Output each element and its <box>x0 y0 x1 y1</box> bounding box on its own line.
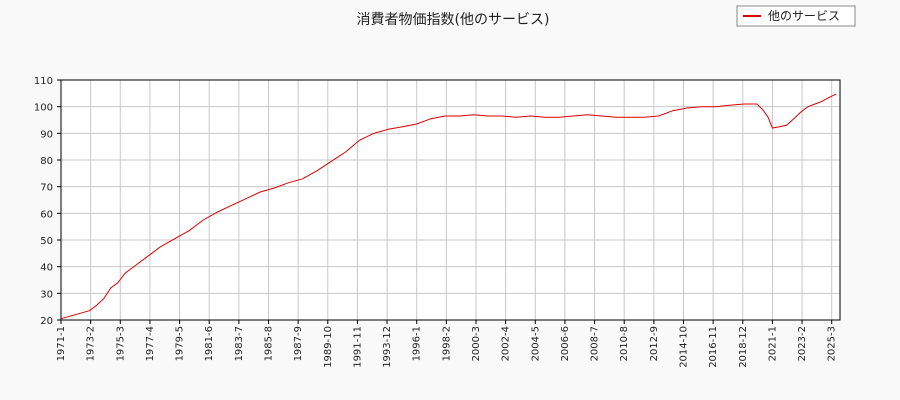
x-tick-label: 2014-10 <box>678 326 689 368</box>
y-tick-label: 30 <box>40 289 53 300</box>
x-tick-label: 1973-2 <box>86 326 97 361</box>
x-tick-label: 2012-9 <box>649 326 660 361</box>
y-tick-label: 60 <box>40 209 53 220</box>
x-tick-label: 1989-10 <box>323 326 334 368</box>
x-tick-label: 1985-8 <box>263 326 274 361</box>
chart-title: 消費者物価指数(他のサービス) <box>357 12 550 28</box>
y-tick-label: 20 <box>40 316 53 327</box>
x-tick-label: 1993-12 <box>382 326 393 368</box>
y-tick-label: 110 <box>34 76 53 87</box>
x-tick-label: 2004-5 <box>530 326 541 361</box>
series-line-other-services <box>60 93 837 320</box>
x-tick-label: 1996-1 <box>412 326 423 361</box>
legend: 他のサービス <box>736 5 856 27</box>
x-tick-label: 1998-2 <box>441 326 452 361</box>
legend-label: 他のサービス <box>768 9 840 23</box>
plot-frame <box>60 79 841 321</box>
plot-background <box>61 80 840 320</box>
x-tick-label: 2016-11 <box>708 326 719 368</box>
x-tick-label: 2021-1 <box>767 326 778 361</box>
x-tick-label: 2006-6 <box>560 326 571 361</box>
y-tick-label: 90 <box>40 129 53 140</box>
x-tick-label: 2025-3 <box>827 326 838 361</box>
x-tick-label: 2018-12 <box>738 326 749 368</box>
x-tick-label: 2002-4 <box>501 326 512 361</box>
y-tick-label: 100 <box>34 103 53 114</box>
y-tick-label: 40 <box>40 263 53 274</box>
x-tick-label: 1981-6 <box>204 326 215 361</box>
x-tick-label: 2023-2 <box>797 326 808 361</box>
y-tick-label: 70 <box>40 183 53 194</box>
x-tick-label: 2000-3 <box>471 326 482 361</box>
x-tick-label: 1977-4 <box>145 326 156 361</box>
y-tick-label: 80 <box>40 156 53 167</box>
x-tick-label: 2010-8 <box>619 326 630 361</box>
x-tick-label: 1971-1 <box>56 326 67 361</box>
y-tick-label: 50 <box>40 236 53 247</box>
x-tick-label: 1975-3 <box>115 326 126 361</box>
x-tick-label: 1987-9 <box>293 326 304 361</box>
x-tick-label: 1979-5 <box>175 326 186 361</box>
legend-box <box>736 5 856 27</box>
x-tick-label: 2008-7 <box>590 326 601 361</box>
x-tick-label: 1983-7 <box>234 326 245 361</box>
plot-area: 20 30 40 50 60 70 80 90 100 110 1971-1 1973-2 1975-3… <box>34 76 841 368</box>
x-tick-label: 1991-11 <box>352 326 363 368</box>
